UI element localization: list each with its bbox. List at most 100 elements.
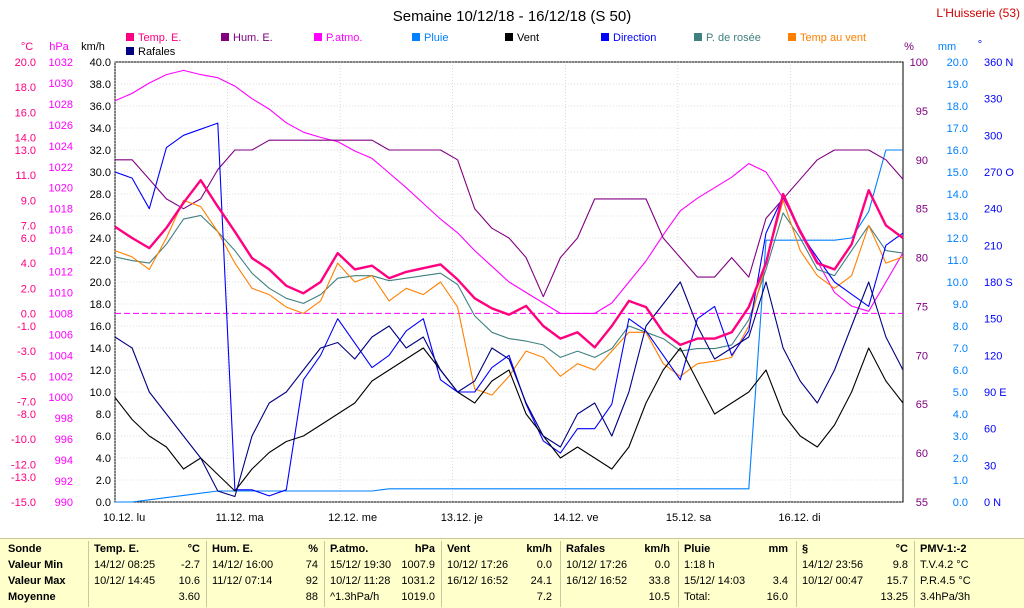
press-trend: ^1.3hPa/h xyxy=(330,591,380,603)
legend-label: Temp. E. xyxy=(138,32,181,44)
temp-axis-tick: 4.0 xyxy=(21,258,36,270)
wind-axis-tick: 26.0 xyxy=(90,211,111,223)
row-label-min: Valeur Min xyxy=(8,559,64,571)
wind-axis-tick: 36.0 xyxy=(90,101,111,113)
wind-avg: 7.2 xyxy=(536,591,552,603)
wind-axis-tick: 10.0 xyxy=(90,387,111,399)
pmv-line-3: 3.4hPa/3h xyxy=(920,591,971,603)
gust-max-date: 16/12/ 16:52 xyxy=(566,575,628,587)
series-line-p-de-ros-e xyxy=(114,212,904,358)
pmv-line-1: T.V.4.2 °C xyxy=(920,559,969,571)
temp-axis-tick: -8.0 xyxy=(17,409,36,421)
wind-unit: km/h xyxy=(526,543,552,555)
wind-axis-tick: 0.0 xyxy=(96,497,111,509)
gust-min-date: 10/12/ 17:26 xyxy=(566,559,628,571)
hum-avg: 88 xyxy=(305,591,318,603)
hum-title: Hum. E. xyxy=(212,543,253,555)
dir-axis-tick: 0 N xyxy=(984,497,1001,509)
wind-axis-tick: 22.0 xyxy=(90,255,111,267)
x-axis-day-label: 12.12. me xyxy=(328,512,377,524)
wind-axis-tick: 4.0 xyxy=(96,453,111,465)
legend-swatch xyxy=(788,33,796,41)
misc-unit: °C xyxy=(895,543,908,555)
stats-separator xyxy=(441,541,442,607)
wind-axis-tick: 28.0 xyxy=(90,189,111,201)
rain-unit: mm xyxy=(768,543,788,555)
press-title: P.atmo. xyxy=(330,543,369,555)
hum-axis-tick: 65 xyxy=(916,399,928,411)
rain-axis-tick: 20.0 xyxy=(947,57,968,69)
temp-axis-tick: 20.0 xyxy=(15,57,36,69)
temp-title: Temp. E. xyxy=(94,543,140,555)
dir-axis-tick: 210 xyxy=(984,240,1002,252)
rain-axis-tick: 17.0 xyxy=(947,123,968,135)
rain-axis-tick: 19.0 xyxy=(947,79,968,91)
legend-swatch xyxy=(412,33,420,41)
wind-axis-tick: 24.0 xyxy=(90,233,111,245)
press-axis-tick: 1010 xyxy=(49,287,73,299)
rain-duration: 1:18 h xyxy=(684,559,715,571)
temp-axis-tick: 14.0 xyxy=(15,132,36,144)
hum-axis-tick: 70 xyxy=(916,350,928,362)
misc-title: § xyxy=(802,543,809,555)
misc-max: 15.7 xyxy=(886,575,908,587)
press-axis-tick: 1022 xyxy=(49,162,73,174)
dir-axis-tick: 270 O xyxy=(984,167,1014,179)
rain-axis-tick: 9.0 xyxy=(953,299,968,311)
wind-axis-tick: 32.0 xyxy=(90,145,111,157)
rain-axis-tick: 1.0 xyxy=(953,475,968,487)
wind-axis-tick: 14.0 xyxy=(90,343,111,355)
stats-separator xyxy=(560,541,561,607)
hum-axis-tick: 55 xyxy=(916,497,928,509)
press-axis-tick: 992 xyxy=(55,476,73,488)
hum-axis-tick: 75 xyxy=(916,301,928,313)
x-axis-day-label: 15.12. sa xyxy=(666,512,712,524)
press-axis-tick: 1020 xyxy=(49,183,73,195)
rain-total: 16.0 xyxy=(766,591,788,603)
misc-min-date: 14/12/ 23:56 xyxy=(802,559,864,571)
rain-axis-tick: 11.0 xyxy=(947,255,968,267)
stats-separator xyxy=(678,541,679,607)
rain-axis-tick: 2.0 xyxy=(953,453,968,465)
hum-axis-tick: 90 xyxy=(916,155,928,167)
row-label-avg: Moyenne xyxy=(8,591,56,603)
dir-axis-tick: 360 N xyxy=(984,57,1013,69)
rain-max: 3.4 xyxy=(772,575,788,587)
dir-axis-unit: ° xyxy=(978,39,982,51)
wind-axis-tick: 2.0 xyxy=(96,475,111,487)
hum-axis-tick: 95 xyxy=(916,106,928,118)
station-name: L'Huisserie (53) xyxy=(936,6,1020,20)
x-axis-day-label: 11.12. ma xyxy=(216,512,265,524)
press-axis-tick: 1004 xyxy=(49,350,73,362)
wind-axis-tick: 38.0 xyxy=(90,79,111,91)
press-axis-tick: 1024 xyxy=(49,141,73,153)
press-axis-tick: 1000 xyxy=(49,392,73,404)
x-axis-day-label: 16.12. di xyxy=(778,512,820,524)
temp-axis-tick: 13.0 xyxy=(15,145,36,157)
stats-separator xyxy=(88,541,89,607)
press-axis-tick: 1028 xyxy=(49,99,73,111)
series-line-direction xyxy=(114,122,904,497)
rain-axis-tick: 18.0 xyxy=(947,101,968,113)
temp-axis-tick: -15.0 xyxy=(11,497,36,509)
press-axis-unit: hPa xyxy=(49,41,69,53)
hum-max-date: 11/12/ 07:14 xyxy=(212,575,273,587)
dir-axis-tick: 30 xyxy=(984,460,996,472)
rain-axis-tick: 13.0 xyxy=(947,211,968,223)
hum-min: 74 xyxy=(305,559,318,571)
press-max: 1031.2 xyxy=(401,575,435,587)
press-min-date: 15/12/ 19:30 xyxy=(330,559,392,571)
rain-axis-tick: 10.0 xyxy=(947,277,968,289)
wind-axis-tick: 30.0 xyxy=(90,167,111,179)
row-label-max: Valeur Max xyxy=(8,575,66,587)
weather-chart: 20.0 18.0 16.0 14.0 13.0 11.0 9.0 7.0 6.0 4.0 2.0 0… xyxy=(11,6,1020,524)
press-axis-tick: 1006 xyxy=(49,329,73,341)
wind-max-date: 16/12/ 16:52 xyxy=(447,575,509,587)
rain-axis-tick: 15.0 xyxy=(947,167,968,179)
wind-min-date: 10/12/ 17:26 xyxy=(447,559,509,571)
press-axis-tick: 1016 xyxy=(49,225,73,237)
wind-axis-tick: 18.0 xyxy=(90,299,111,311)
rain-axis-tick: 6.0 xyxy=(953,365,968,377)
x-axis-day-label: 14.12. ve xyxy=(553,512,598,524)
press-axis-tick: 1014 xyxy=(49,246,73,258)
